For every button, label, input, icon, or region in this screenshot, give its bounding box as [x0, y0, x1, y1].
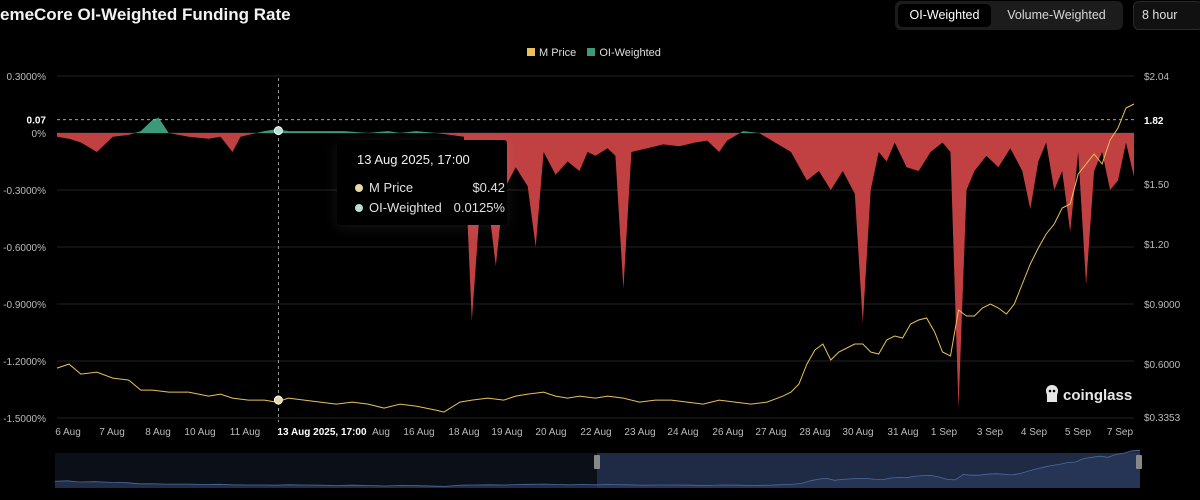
toggle-volume-weighted[interactable]: Volume-Weighted: [1007, 8, 1106, 22]
tooltip-label-m-price: M Price: [369, 180, 414, 195]
watermark-text: coinglass: [1063, 387, 1133, 404]
chart-title: emeCore OI-Weighted Funding Rate: [0, 5, 291, 24]
x-axis-tick: 13 Aug 2025, 17:00: [277, 427, 367, 438]
x-axis-tick: 8 Aug: [145, 427, 171, 438]
x-axis-tick: 10 Aug: [184, 427, 215, 438]
tooltip-row-oi-weighted: OI-Weighted 0.0125%: [355, 200, 505, 215]
x-axis-tick: 22 Aug: [580, 427, 611, 438]
left-axis-tick: 0%: [32, 129, 47, 140]
x-axis-tick: 19 Aug: [491, 427, 522, 438]
coinglass-logo-icon: [1046, 385, 1058, 402]
x-axis-tick: Aug: [372, 427, 390, 438]
x-axis-tick: 31 Aug: [887, 427, 918, 438]
legend-item-oi-weighted[interactable]: OI-Weighted: [587, 47, 661, 59]
tooltip-dot-m-price: [355, 184, 363, 192]
left-axis-tick: -1.5000%: [3, 414, 46, 425]
right-axis-tick: $1.20: [1144, 240, 1169, 251]
left-axis-tick: -0.9000%: [3, 300, 46, 311]
x-axis-tick: 18 Aug: [448, 427, 479, 438]
tooltip-dot-oi-weighted: [355, 204, 363, 212]
legend-swatch-m-price: [527, 48, 535, 56]
tooltip-value-oi-weighted: 0.0125%: [453, 200, 505, 215]
legend-swatch-oi-weighted: [587, 48, 596, 56]
x-axis-tick: 4 Sep: [1021, 427, 1048, 438]
left-axis-tick: -0.6000%: [3, 243, 46, 254]
funding-positive-area: [57, 117, 1134, 133]
coinglass-watermark: coinglass: [1044, 384, 1132, 404]
right-axis-tick: $2.04: [1144, 72, 1169, 83]
x-axis-tick: 23 Aug: [624, 427, 655, 438]
x-axis-tick: 11 Aug: [230, 427, 260, 438]
legend-label-oi-weighted: OI-Weighted: [599, 47, 661, 59]
legend-item-m-price[interactable]: M Price: [527, 47, 576, 59]
right-axis-tick: $0.3353: [1144, 413, 1181, 424]
tooltip-row-m-price: M Price $0.42: [355, 180, 505, 195]
chart-legend: M Price OI-Weighted: [527, 47, 669, 59]
left-axis-tick: -1.2000%: [3, 357, 46, 368]
toggle-oi-weighted[interactable]: OI-Weighted: [898, 4, 991, 27]
period-select[interactable]: 8 hour: [1133, 1, 1200, 30]
x-axis-tick: 7 Sep: [1107, 427, 1134, 438]
tooltip-label-oi-weighted: OI-Weighted: [369, 200, 442, 215]
left-axis-tick: 0.3000%: [7, 72, 47, 83]
left-axis-tick: -0.3000%: [3, 186, 46, 197]
x-axis-tick: 16 Aug: [403, 427, 434, 438]
crosshair-marker-price: [273, 395, 283, 405]
x-axis-tick: 7 Aug: [99, 427, 125, 438]
x-axis-tick: 20 Aug: [535, 427, 566, 438]
navigator-line: [54, 449, 1141, 487]
tooltip-date: 13 Aug 2025, 17:00: [357, 152, 470, 167]
tooltip-value-m-price: $0.42: [472, 180, 505, 195]
x-axis-tick: 1 Sep: [931, 427, 958, 438]
x-axis-tick: 5 Sep: [1065, 427, 1092, 438]
x-axis-tick: 24 Aug: [667, 427, 698, 438]
left-axis-tick: 0.07: [27, 116, 47, 127]
x-axis-tick: 26 Aug: [712, 427, 743, 438]
right-axis-tick: $0.6000: [1144, 360, 1181, 371]
x-axis-tick: 3 Sep: [977, 427, 1004, 438]
weighting-toggle: OI-Weighted Volume-Weighted: [895, 1, 1123, 30]
funding-negative-area: [57, 133, 1134, 409]
x-axis-tick: 30 Aug: [842, 427, 873, 438]
right-axis-tick: $0.9000: [1144, 300, 1181, 311]
x-axis-tick: 6 Aug: [55, 427, 81, 438]
right-axis-tick: 1.82: [1144, 116, 1164, 127]
crosshair-marker-funding: [273, 126, 283, 136]
chart-tooltip: 13 Aug 2025, 17:00 M Price $0.42 OI-Weig…: [337, 140, 507, 225]
x-axis-tick: 28 Aug: [799, 427, 830, 438]
legend-label-m-price: M Price: [539, 47, 577, 59]
right-axis-tick: $1.50: [1144, 180, 1169, 191]
navigator-handle-left[interactable]: [594, 455, 600, 469]
navigator-handle-right[interactable]: [1136, 455, 1142, 469]
x-axis-tick: 27 Aug: [755, 427, 786, 438]
